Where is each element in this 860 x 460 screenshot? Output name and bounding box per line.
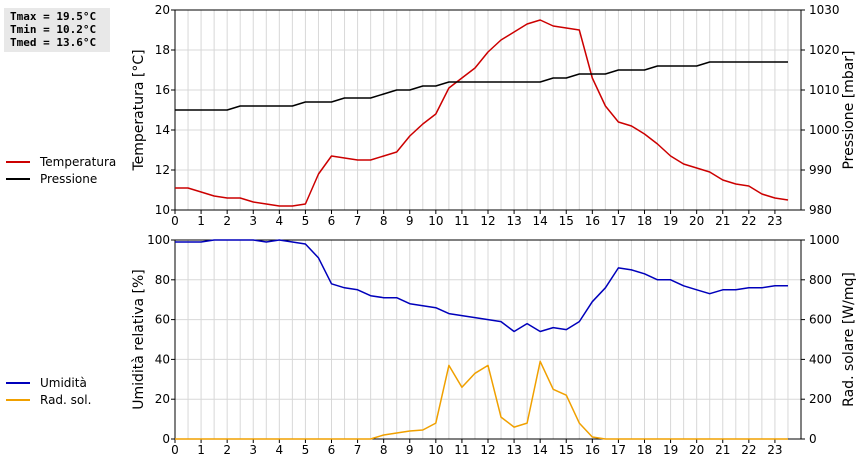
y-tick-label: 18	[155, 43, 170, 57]
y-tick-label: 20	[155, 3, 170, 17]
y-tick-label: 0	[162, 432, 170, 446]
x-tick-label: 21	[715, 443, 730, 457]
y2-tick-label: 990	[809, 163, 832, 177]
y2-tick-label: 600	[809, 313, 832, 327]
x-tick-label: 5	[302, 214, 310, 228]
x-tick-label: 13	[506, 214, 521, 228]
y2-tick-label: 200	[809, 392, 832, 406]
x-tick-label: 20	[689, 443, 704, 457]
series-line-umidita	[175, 239, 788, 333]
y2-tick-label: 1000	[809, 123, 840, 137]
x-tick-label: 2	[223, 443, 231, 457]
x-tick-label: 6	[328, 443, 336, 457]
x-tick-label: 12	[480, 443, 495, 457]
x-tick-label: 8	[380, 214, 388, 228]
y-tick-label: 40	[155, 352, 170, 366]
y2-axis-label: Rad. solare [W/mq]	[841, 272, 857, 407]
legend-item-radsol: Rad. sol.	[6, 391, 91, 408]
x-tick-label: 14	[533, 443, 548, 457]
x-tick-label: 11	[454, 443, 469, 457]
x-tick-label: 6	[328, 214, 336, 228]
x-tick-label: 0	[171, 443, 179, 457]
y2-tick-label: 1010	[809, 83, 840, 97]
x-tick-label: 19	[663, 443, 678, 457]
x-tick-label: 21	[715, 214, 730, 228]
x-tick-label: 10	[428, 443, 443, 457]
x-tick-label: 7	[354, 443, 362, 457]
y2-tick-label: 400	[809, 352, 832, 366]
y-tick-label: 16	[155, 83, 170, 97]
legend-swatch-temperatura	[6, 160, 30, 163]
x-tick-label: 20	[689, 214, 704, 228]
x-tick-label: 15	[559, 443, 574, 457]
y2-tick-label: 1030	[809, 3, 840, 17]
y-axis-label: Umidità relativa [%]	[131, 269, 147, 410]
y-tick-label: 100	[147, 233, 170, 247]
y-tick-label: 80	[155, 273, 170, 287]
legend-swatch-umidita	[6, 381, 30, 384]
x-tick-label: 23	[767, 443, 782, 457]
x-tick-label: 11	[454, 214, 469, 228]
y2-tick-label: 980	[809, 203, 832, 217]
y-tick-label: 20	[155, 392, 170, 406]
x-tick-label: 3	[249, 214, 257, 228]
y2-axis-label: Pressione [mbar]	[841, 50, 857, 169]
legend-item-umidita: Umidità	[6, 374, 91, 391]
tmed-label: Tmed = 13.6°C	[10, 36, 97, 49]
x-tick-label: 22	[741, 214, 756, 228]
y2-tick-label: 1020	[809, 43, 840, 57]
x-tick-label: 4	[276, 214, 284, 228]
series-line-temperatura	[175, 19, 789, 207]
x-tick-label: 4	[276, 443, 284, 457]
x-tick-label: 9	[406, 443, 414, 457]
x-tick-label: 16	[585, 443, 600, 457]
legend-item-temperatura: Temperatura	[6, 153, 116, 170]
y2-tick-label: 800	[809, 273, 832, 287]
x-tick-label: 8	[380, 443, 388, 457]
y-axis-label: Temperatura [°C]	[131, 49, 147, 171]
x-tick-label: 17	[611, 443, 626, 457]
x-tick-label: 13	[506, 443, 521, 457]
tmin-label: Tmin = 10.2°C	[10, 23, 97, 36]
y-tick-label: 14	[155, 123, 170, 137]
x-tick-label: 7	[354, 214, 362, 228]
x-tick-label: 5	[302, 443, 310, 457]
x-tick-label: 15	[559, 214, 574, 228]
x-tick-label: 22	[741, 443, 756, 457]
x-tick-label: 9	[406, 214, 414, 228]
x-tick-label: 0	[171, 214, 179, 228]
legend-label-radsol: Rad. sol.	[40, 392, 92, 407]
x-tick-label: 1	[197, 214, 205, 228]
x-tick-label: 1	[197, 443, 205, 457]
legend-item-pressione: Pressione	[6, 170, 116, 187]
legend-swatch-pressione	[6, 177, 30, 180]
x-tick-label: 16	[585, 214, 600, 228]
y-tick-label: 12	[155, 163, 170, 177]
y2-tick-label: 1000	[809, 233, 840, 247]
legend-label-umidita: Umidità	[40, 375, 87, 390]
legend-swatch-radsol	[6, 398, 30, 401]
x-tick-label: 10	[428, 214, 443, 228]
y-tick-label: 10	[155, 203, 170, 217]
y2-tick-label: 0	[809, 432, 817, 446]
tmax-label: Tmax = 19.5°C	[10, 10, 97, 23]
x-tick-label: 23	[767, 214, 782, 228]
legend-bottom: Umidità Rad. sol.	[6, 374, 91, 408]
legend-label-temperatura: Temperatura	[40, 154, 117, 169]
x-tick-label: 18	[637, 214, 652, 228]
x-tick-label: 14	[533, 214, 548, 228]
x-tick-label: 2	[223, 214, 231, 228]
x-tick-label: 18	[637, 443, 652, 457]
x-tick-label: 3	[249, 443, 257, 457]
legend-label-pressione: Pressione	[40, 171, 98, 186]
y-tick-label: 60	[155, 313, 170, 327]
series-line-radsol	[175, 360, 788, 440]
x-tick-label: 12	[480, 214, 495, 228]
series-line-pressione	[175, 61, 788, 111]
legend-top: Temperatura Pressione	[6, 153, 116, 187]
x-tick-label: 19	[663, 214, 678, 228]
x-tick-label: 17	[611, 214, 626, 228]
stats-box: Tmax = 19.5°C Tmin = 10.2°C Tmed = 13.6°…	[4, 8, 110, 52]
